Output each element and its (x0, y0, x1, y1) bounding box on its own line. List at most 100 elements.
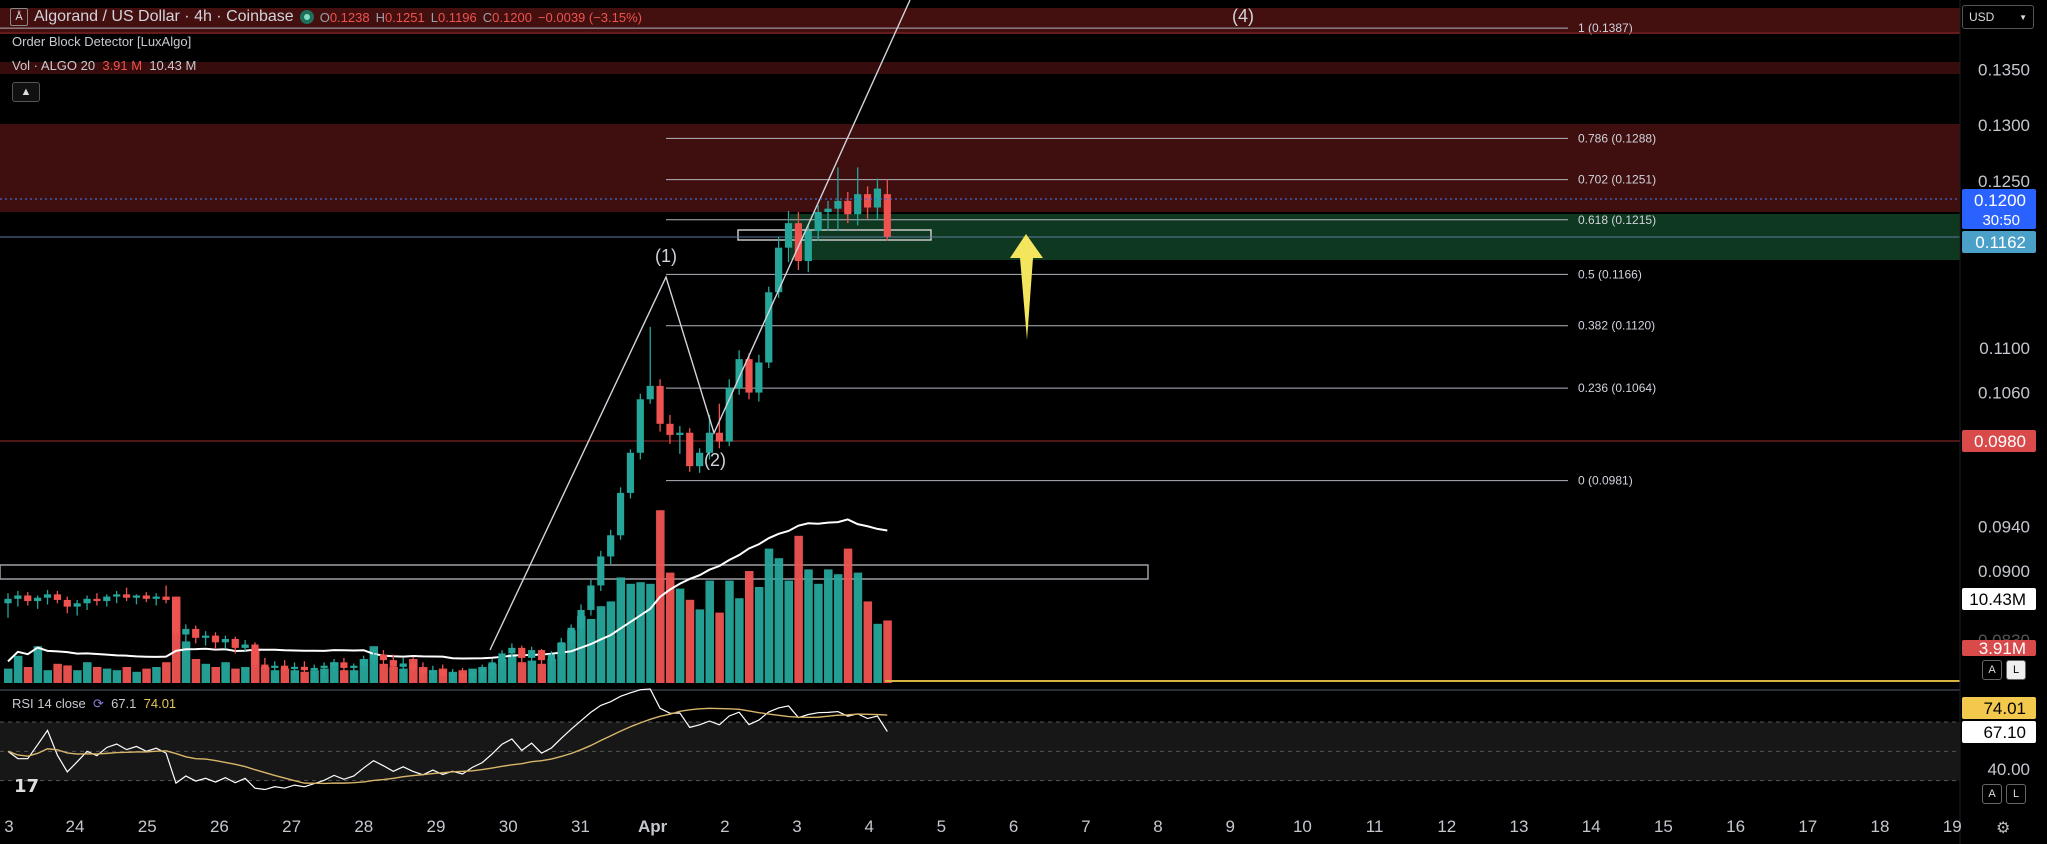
candle-body-55 (547, 654, 555, 661)
y-tick-3: 0.1100 (1979, 339, 2030, 358)
candle-body-39 (389, 660, 397, 667)
volume-bar-59 (586, 619, 596, 683)
volume-ma-line (7, 518, 888, 663)
tradingview-logo[interactable]: 17 (14, 776, 40, 797)
candle-body-49 (488, 662, 496, 670)
x-tick-11: 3 (792, 817, 801, 836)
market-status-icon[interactable] (299, 10, 314, 24)
volume-bar-13 (132, 671, 141, 683)
bar-countdown-tag: 30:50 (1982, 212, 2020, 229)
candle-body-18 (182, 628, 190, 635)
candle-body-56 (557, 642, 565, 655)
candle-body-57 (567, 627, 575, 643)
candle-body-85 (844, 200, 852, 215)
volume-bar-5 (53, 663, 62, 683)
log-scale-button[interactable]: L (2006, 660, 2026, 680)
symbol-title[interactable]: Algorand / US Dollar · 4h · Coinbase (34, 8, 294, 25)
x-tick-3: 26 (210, 817, 229, 836)
last-price-tag: 0.1200 (1974, 191, 2026, 210)
candle-body-8 (83, 598, 91, 604)
candle-body-80 (794, 223, 802, 262)
candle-body-86 (854, 194, 862, 215)
candle-body-67 (666, 423, 674, 435)
x-tick-1: 24 (66, 817, 85, 836)
volume-bar-20 (201, 663, 211, 683)
candle-body-9 (93, 598, 101, 602)
rsi-log-scale-button[interactable]: L (2006, 784, 2026, 804)
volume-bar-74 (735, 598, 744, 683)
candle-body-75 (745, 359, 753, 393)
x-tick-2: 25 (138, 817, 157, 836)
volume-bar-0 (4, 668, 13, 683)
candle-body-46 (458, 673, 467, 677)
rsi-settings-icon[interactable]: ⟳ (92, 696, 104, 711)
candle-body-21 (211, 635, 220, 643)
candle-body-31 (310, 667, 318, 671)
volume-bar-24 (241, 667, 250, 683)
x-tick-4: 27 (282, 817, 301, 836)
rsi-ma-tag-bg (1962, 697, 2036, 719)
volume-bar-75 (745, 571, 754, 683)
volume-bar-67 (665, 572, 675, 683)
candle-body-28 (281, 665, 289, 670)
candle-body-54 (537, 650, 546, 661)
auto-scale-button[interactable]: A (1982, 660, 2002, 680)
x-tick-5: 28 (354, 817, 373, 836)
volume-bar-29 (290, 670, 300, 683)
volume-bar-80 (794, 535, 803, 683)
ohlc-close-key: C (482, 9, 493, 25)
volume-bar-51 (507, 654, 517, 683)
x-tick-7: 30 (499, 817, 518, 836)
volume-ma-tag: 10.43M (1969, 590, 2026, 609)
volume-bar-52 (517, 662, 527, 683)
volume-bar-33 (330, 662, 339, 683)
volume-bar-18 (181, 641, 191, 683)
x-tick-21: 13 (1510, 817, 1529, 836)
indicator-volume[interactable]: Vol · ALGO 20 3.91 M 10.43 M (12, 58, 196, 73)
ohlc-change: −0.0039 (−3.15%) (537, 9, 642, 25)
indicator-order-block[interactable]: Order Block Detector [LuxAlgo] (12, 34, 191, 49)
currency-select-value: USD (1969, 10, 1995, 24)
rsi-ma-line (7, 707, 888, 785)
candle-body-11 (113, 594, 121, 597)
rsi-value-tag: 67.10 (1983, 723, 2026, 742)
consolidation-box (0, 564, 1149, 580)
rsi-auto-scale-button[interactable]: A (1982, 784, 2002, 804)
volume-bar-28 (280, 668, 290, 683)
ohlc-high-value: 0.1251 (384, 9, 425, 25)
candle-body-63 (626, 452, 635, 493)
volume-bar-60 (596, 606, 606, 683)
rsi-value-tag-bg (1962, 721, 2036, 743)
symbol-logo-icon: Å (10, 8, 28, 26)
volume-bar-73 (725, 580, 734, 683)
candle-body-15 (152, 596, 160, 599)
volume-bar-56 (557, 643, 566, 683)
volume-bar-76 (754, 587, 764, 683)
volume-bar-15 (152, 667, 161, 683)
volume-bar-21 (211, 667, 220, 683)
candle-body-89 (883, 194, 891, 237)
currency-select[interactable]: USD ▼ (1962, 5, 2034, 29)
candle-body-10 (103, 596, 111, 602)
candle-body-41 (409, 663, 417, 670)
candle-body-5 (53, 594, 61, 600)
volume-bar-68 (675, 588, 685, 683)
candle-body-36 (360, 660, 368, 666)
candle-body-14 (142, 595, 150, 599)
candle-body-82 (814, 212, 822, 231)
collapse-indicators-button[interactable]: ▲ (12, 82, 40, 102)
volume-bar-12 (122, 667, 132, 683)
indicator-rsi[interactable]: RSI 14 close ⟳ 67.1 74.01 (12, 696, 176, 712)
fib-label-0: 1 (0.1387) (1578, 21, 1633, 35)
volume-current-tag: 3.91M (1979, 639, 2026, 658)
x-tick-18: 10 (1293, 817, 1312, 836)
low-level-tag: 0.0980 (1974, 432, 2026, 451)
candle-body-38 (379, 654, 388, 661)
candle-body-30 (300, 666, 308, 671)
candle-body-76 (755, 362, 763, 393)
volume-bar-88 (873, 623, 882, 683)
volume-bar-26 (260, 667, 270, 683)
candle-body-62 (616, 492, 625, 536)
settings-gear-icon[interactable]: ⚙ (1996, 820, 2011, 837)
